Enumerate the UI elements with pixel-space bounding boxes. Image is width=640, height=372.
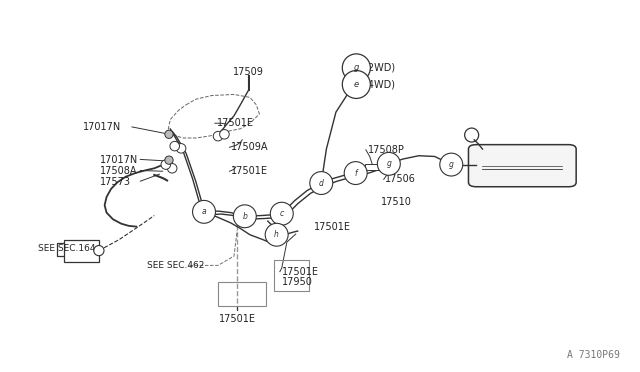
Ellipse shape — [378, 153, 400, 175]
Text: g: g — [449, 160, 454, 169]
Text: 17950: 17950 — [282, 277, 313, 287]
Ellipse shape — [270, 202, 293, 225]
Ellipse shape — [168, 164, 177, 173]
Text: 17501E: 17501E — [217, 118, 254, 128]
Text: 17509: 17509 — [233, 67, 264, 77]
Text: SEE SEC.462: SEE SEC.462 — [147, 261, 204, 270]
Text: e: e — [354, 80, 359, 89]
Text: 17501E: 17501E — [231, 166, 268, 176]
Text: a: a — [202, 207, 206, 217]
Ellipse shape — [213, 131, 223, 141]
Text: h: h — [274, 230, 279, 239]
Bar — [274, 260, 309, 291]
Text: 17510: 17510 — [381, 196, 412, 206]
Text: 17573: 17573 — [100, 177, 131, 187]
Text: 17508P: 17508P — [368, 145, 404, 155]
Ellipse shape — [176, 144, 186, 153]
Text: 17509A: 17509A — [231, 142, 268, 152]
Text: 17501E: 17501E — [219, 314, 255, 324]
Ellipse shape — [165, 130, 173, 138]
Bar — [64, 240, 99, 262]
Text: SEE SEC.164: SEE SEC.164 — [38, 244, 95, 253]
Ellipse shape — [193, 201, 216, 223]
Text: 17017N: 17017N — [83, 122, 121, 132]
Text: 17506: 17506 — [385, 174, 416, 185]
Ellipse shape — [220, 129, 229, 139]
Text: 17501E: 17501E — [314, 222, 351, 232]
Text: b: b — [243, 212, 247, 221]
Text: c: c — [280, 209, 284, 218]
Text: g: g — [354, 63, 359, 72]
Text: 17017N: 17017N — [100, 155, 138, 165]
Ellipse shape — [161, 160, 171, 169]
Text: d: d — [319, 179, 324, 187]
FancyBboxPatch shape — [468, 145, 576, 187]
Ellipse shape — [94, 246, 104, 256]
Ellipse shape — [342, 70, 371, 99]
Text: A 7310P69: A 7310P69 — [566, 350, 620, 359]
Text: (4WD): (4WD) — [365, 80, 396, 89]
Ellipse shape — [234, 205, 256, 228]
Ellipse shape — [265, 223, 288, 246]
Ellipse shape — [440, 153, 463, 176]
Ellipse shape — [342, 54, 371, 82]
Text: (2WD): (2WD) — [365, 63, 396, 73]
Text: g: g — [387, 159, 391, 169]
Ellipse shape — [344, 162, 367, 185]
Text: 17508A: 17508A — [100, 166, 138, 176]
Bar — [365, 164, 380, 170]
Ellipse shape — [170, 141, 179, 151]
Ellipse shape — [165, 156, 173, 164]
Bar — [218, 282, 266, 306]
Text: 17501E: 17501E — [282, 267, 319, 277]
Ellipse shape — [310, 171, 333, 195]
Text: f: f — [355, 169, 357, 177]
